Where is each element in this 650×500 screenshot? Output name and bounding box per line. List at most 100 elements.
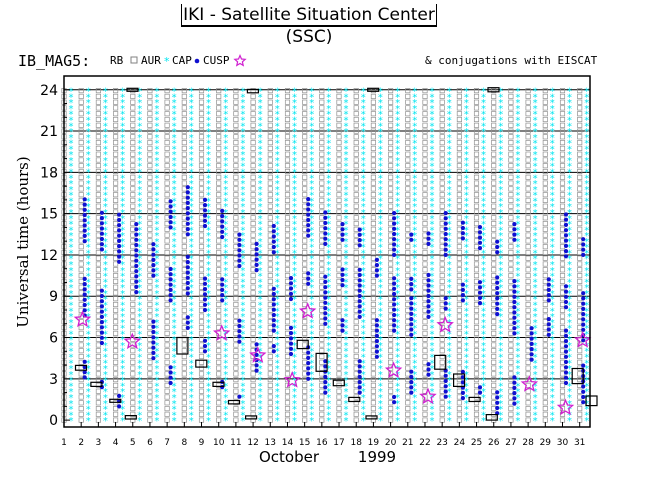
- cap-marker: *: [550, 202, 555, 213]
- rb-marker: [216, 192, 222, 198]
- rb-marker: [370, 122, 376, 128]
- cap-marker: *: [361, 381, 366, 392]
- cap-marker: *: [120, 283, 125, 294]
- cap-marker: *: [550, 410, 555, 421]
- cap-marker: *: [189, 139, 194, 150]
- cap-marker: *: [515, 116, 520, 127]
- cap-marker: *: [292, 133, 297, 144]
- rb-marker: [422, 267, 428, 273]
- rb-marker: [284, 400, 291, 406]
- rb-marker: [353, 174, 359, 180]
- rb-marker: [422, 145, 428, 151]
- rb-marker: [113, 197, 119, 203]
- rb-marker: [370, 330, 376, 336]
- cap-marker: *: [567, 150, 572, 161]
- cap-marker: *: [567, 318, 572, 329]
- cap-marker: *: [154, 202, 159, 213]
- rb-marker: [422, 93, 428, 99]
- cap-marker: *: [137, 191, 142, 202]
- rb-marker: [319, 151, 325, 157]
- rb-marker: [78, 99, 84, 105]
- rb-marker: [113, 301, 119, 308]
- eiscat-star: [212, 324, 231, 341]
- legend-eiscat-star: [233, 53, 247, 67]
- cap-marker: *: [137, 260, 142, 271]
- rb-marker: [353, 203, 359, 209]
- rb-marker: [130, 255, 136, 261]
- cap-marker: *: [464, 191, 469, 202]
- cusp-point: [357, 380, 362, 385]
- cap-marker: *: [292, 387, 297, 398]
- rb-marker: [130, 261, 136, 267]
- cap-marker: *: [344, 202, 349, 213]
- cap-marker: *: [361, 301, 366, 312]
- cap-marker: *: [326, 260, 331, 271]
- cap-marker: *: [103, 208, 108, 219]
- cap-marker: *: [412, 387, 417, 398]
- cap-marker: *: [481, 410, 486, 421]
- cap-marker: *: [154, 306, 159, 317]
- cap-marker: *: [258, 179, 263, 190]
- cap-marker: *: [86, 144, 91, 155]
- rb-marker: [370, 111, 376, 117]
- cap-marker: *: [292, 266, 297, 277]
- rb-marker: [405, 203, 411, 209]
- rb-marker: [181, 238, 187, 244]
- cap-marker: *: [378, 335, 383, 346]
- rb-marker: [439, 261, 445, 267]
- cap-marker: *: [137, 179, 142, 190]
- rb-marker: [78, 145, 84, 151]
- rb-marker: [353, 290, 359, 296]
- cap-marker: *: [86, 289, 91, 300]
- cap-marker: *: [189, 98, 194, 109]
- cap-marker: *: [430, 150, 435, 161]
- cap-marker: *: [309, 208, 314, 219]
- rb-marker: [78, 249, 84, 256]
- rb-marker: [473, 209, 480, 215]
- cap-marker: *: [498, 150, 503, 161]
- cap-marker: *: [258, 283, 263, 294]
- cap-marker: *: [464, 364, 469, 375]
- cap-marker: *: [137, 92, 142, 103]
- cusp-point: [254, 268, 259, 273]
- cap-marker: *: [69, 162, 74, 173]
- cap-marker: *: [584, 116, 589, 127]
- cap-marker: *: [137, 312, 142, 323]
- cap-marker: *: [223, 220, 228, 231]
- cap-marker: *: [275, 277, 280, 288]
- cap-marker: *: [275, 335, 280, 346]
- rb-marker: [577, 197, 583, 203]
- rb-marker: [405, 382, 411, 388]
- cap-marker: *: [447, 387, 452, 398]
- cap-marker: *: [412, 341, 417, 352]
- cap-marker: *: [447, 231, 452, 242]
- rb-marker: [336, 186, 342, 192]
- rb-marker: [302, 417, 308, 423]
- cusp-point: [392, 242, 397, 247]
- cusp-point: [117, 238, 122, 243]
- cap-marker: *: [309, 301, 314, 312]
- rb-marker: [422, 353, 428, 360]
- cap-marker: *: [206, 191, 211, 202]
- rb-marker: [542, 278, 548, 284]
- rb-marker: [113, 122, 119, 128]
- cusp-point: [82, 297, 87, 302]
- cusp-point: [220, 298, 225, 303]
- cap-marker: *: [69, 312, 74, 323]
- rb-marker: [164, 122, 170, 128]
- cap-marker: *: [550, 399, 555, 410]
- rb-marker: [542, 307, 548, 313]
- cap-marker: *: [344, 410, 349, 421]
- cap-marker: *: [430, 347, 435, 358]
- cap-marker: *: [86, 116, 91, 127]
- cusp-point: [374, 333, 379, 338]
- cap-marker: *: [120, 196, 125, 207]
- cap-marker: *: [584, 179, 589, 190]
- cap-marker: *: [120, 133, 125, 144]
- rb-marker: [353, 325, 359, 331]
- cusp-point: [392, 394, 397, 400]
- cap-marker: *: [412, 92, 417, 103]
- cap-marker: *: [498, 254, 503, 265]
- rb-marker: [422, 209, 428, 215]
- rb-marker: [198, 140, 205, 146]
